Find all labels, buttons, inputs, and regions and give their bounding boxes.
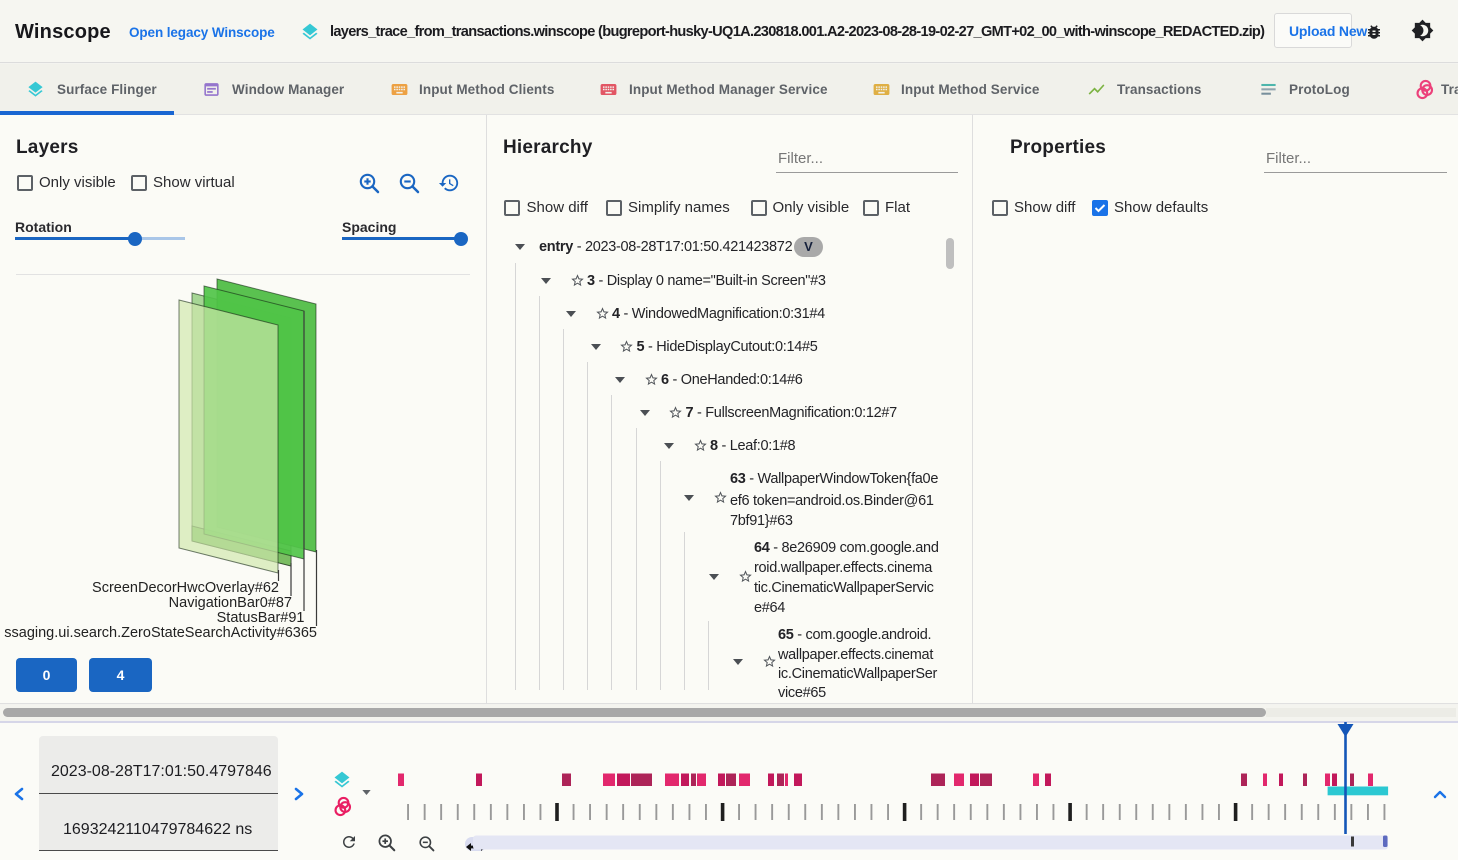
svg-text:StatusBar#91: StatusBar#91 [217,610,305,626]
svg-text:ScreenDecorHwcOverlay#62: ScreenDecorHwcOverlay#62 [92,580,279,596]
svg-text:NavigationBar0#87: NavigationBar0#87 [169,595,292,611]
svg-text:ssaging.ui.search.ZeroStateSea: ssaging.ui.search.ZeroStateSearchActivit… [4,625,317,641]
